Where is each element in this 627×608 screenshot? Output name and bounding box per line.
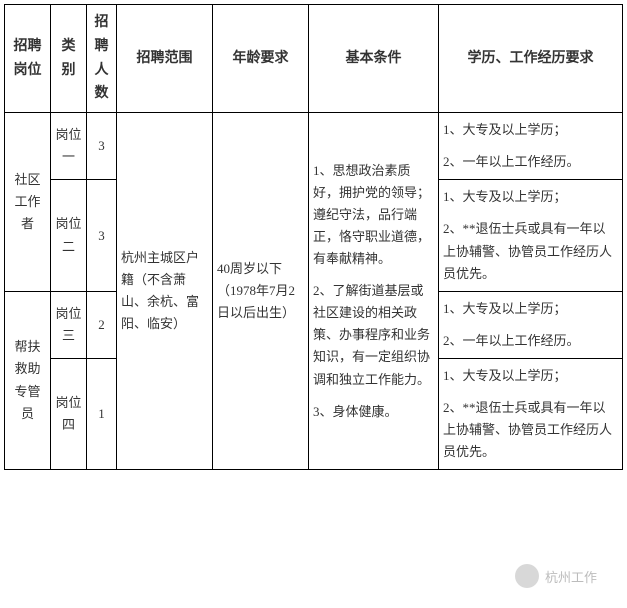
cell-req-1: 1、大专及以上学历； 2、一年以上工作经历。	[439, 113, 623, 180]
watermark-icon	[515, 564, 539, 588]
table-row: 社区工作者 岗位一 3 杭州主城区户籍（不含萧山、余杭、富阳、临安） 40周岁以…	[5, 113, 623, 180]
age-line2: （1978年7月2日以后出生）	[217, 283, 295, 320]
cell-position-1: 社区工作者	[5, 113, 51, 292]
header-position: 招聘岗位	[5, 5, 51, 113]
cell-req-4: 1、大专及以上学历； 2、**退伍士兵或具有一年以上协辅警、协管员工作经历人员优…	[439, 358, 623, 469]
cell-cat-3: 岗位三	[51, 291, 87, 358]
req-4a: 1、大专及以上学历；	[443, 365, 618, 387]
cell-basic: 1、思想政治素质好，拥护党的领导；遵纪守法，品行端正，恪守职业道德，有奉献精神。…	[309, 113, 439, 470]
cell-count-2: 3	[87, 180, 117, 291]
basic-item-2: 2、了解街道基层或社区建设的相关政策、办事程序和业务知识，有一定组织协调和独立工…	[313, 280, 434, 390]
header-basic: 基本条件	[309, 5, 439, 113]
req-1a: 1、大专及以上学历；	[443, 119, 618, 141]
cell-cat-2: 岗位二	[51, 180, 87, 291]
req-4b: 2、**退伍士兵或具有一年以上协辅警、协管员工作经历人员优先。	[443, 397, 618, 463]
cell-cat-1: 岗位一	[51, 113, 87, 180]
req-1b: 2、一年以上工作经历。	[443, 151, 618, 173]
table-header-row: 招聘岗位 类别 招聘人数 招聘范围 年龄要求 基本条件 学历、工作经历要求	[5, 5, 623, 113]
cell-scope: 杭州主城区户籍（不含萧山、余杭、富阳、临安）	[117, 113, 213, 470]
req-2a: 1、大专及以上学历；	[443, 186, 618, 208]
cell-age: 40周岁以下 （1978年7月2日以后出生）	[213, 113, 309, 470]
header-req: 学历、工作经历要求	[439, 5, 623, 113]
basic-item-3: 3、身体健康。	[313, 401, 434, 423]
age-line1: 40周岁以下	[217, 261, 282, 276]
header-category: 类别	[51, 5, 87, 113]
cell-req-2: 1、大专及以上学历； 2、**退伍士兵或具有一年以上协辅警、协管员工作经历人员优…	[439, 180, 623, 291]
cell-count-1: 3	[87, 113, 117, 180]
cell-req-3: 1、大专及以上学历； 2、一年以上工作经历。	[439, 291, 623, 358]
cell-count-4: 1	[87, 358, 117, 469]
cell-position-2: 帮扶救助专管员	[5, 291, 51, 470]
req-3b: 2、一年以上工作经历。	[443, 330, 618, 352]
watermark: 杭州工作	[515, 564, 597, 588]
recruitment-table: 招聘岗位 类别 招聘人数 招聘范围 年龄要求 基本条件 学历、工作经历要求 社区…	[4, 4, 623, 470]
header-age: 年龄要求	[213, 5, 309, 113]
req-3a: 1、大专及以上学历；	[443, 298, 618, 320]
basic-item-1: 1、思想政治素质好，拥护党的领导；遵纪守法，品行端正，恪守职业道德，有奉献精神。	[313, 160, 434, 270]
req-2b: 2、**退伍士兵或具有一年以上协辅警、协管员工作经历人员优先。	[443, 218, 618, 284]
header-count: 招聘人数	[87, 5, 117, 113]
cell-cat-4: 岗位四	[51, 358, 87, 469]
cell-count-3: 2	[87, 291, 117, 358]
watermark-text: 杭州工作	[545, 567, 597, 586]
header-scope: 招聘范围	[117, 5, 213, 113]
